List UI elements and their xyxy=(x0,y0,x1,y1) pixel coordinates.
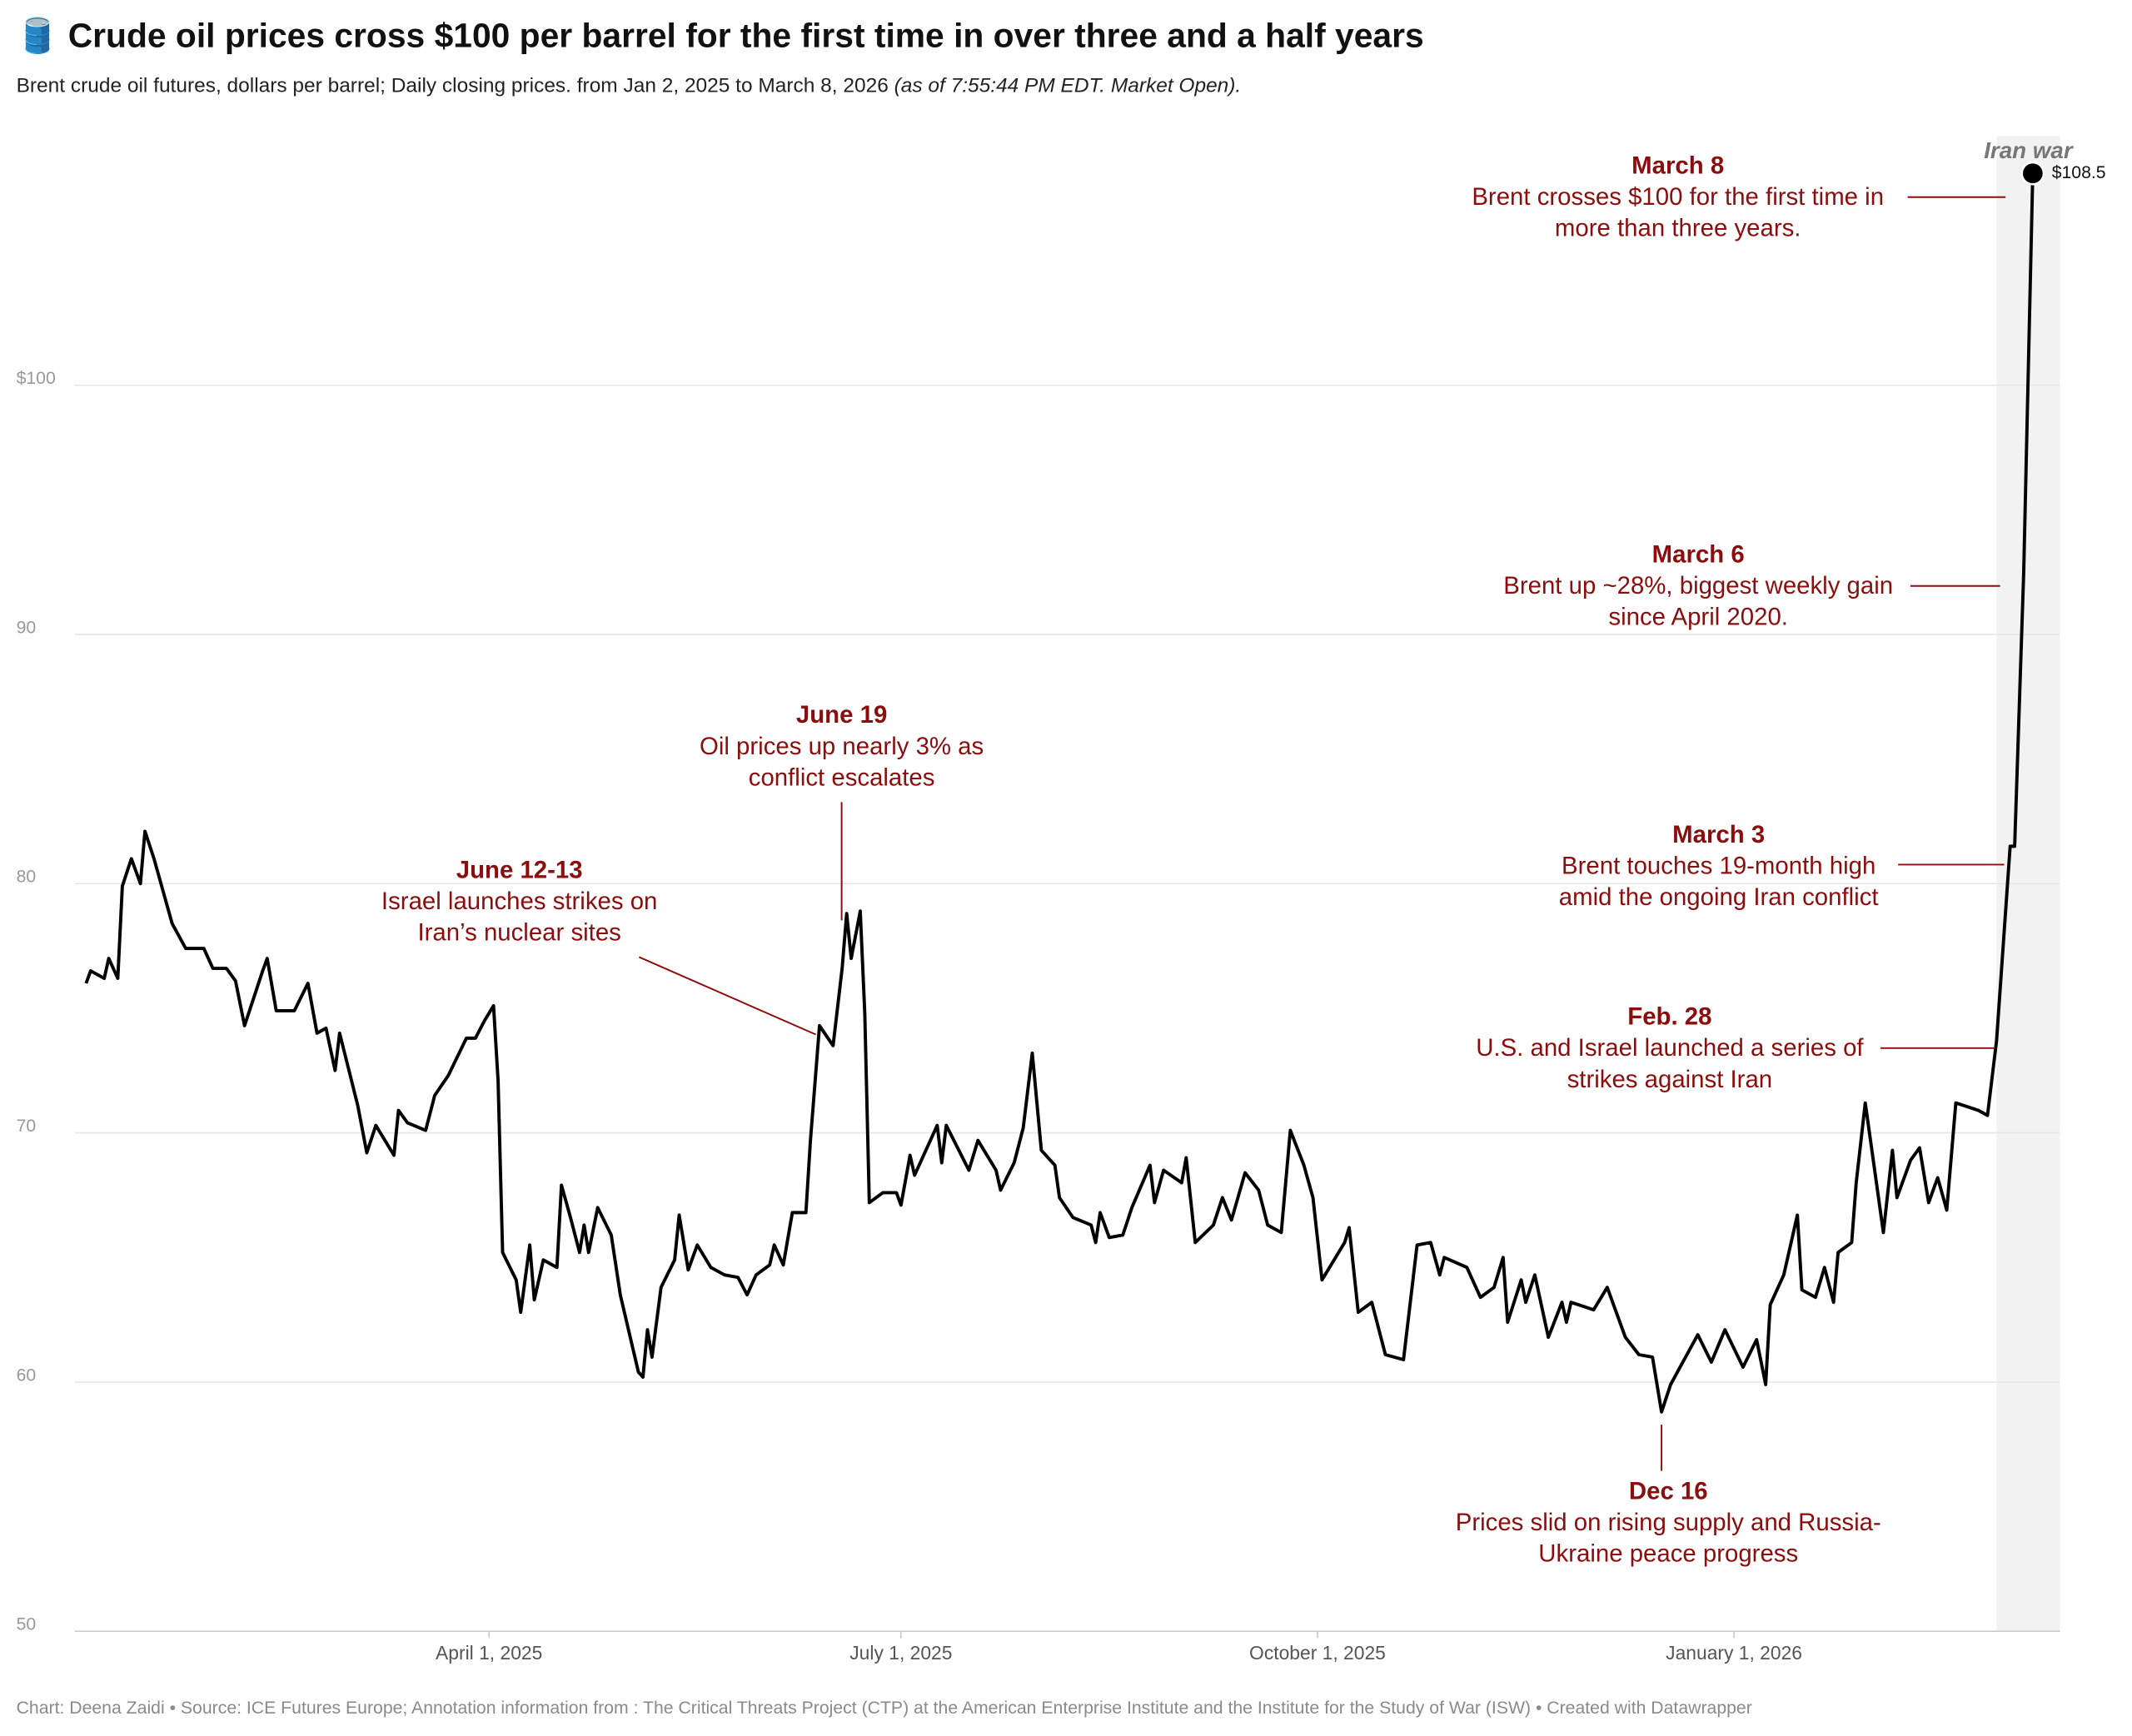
end-dot xyxy=(2020,161,2045,186)
annotation-text: Brent up ~28%, biggest weekly gain xyxy=(1503,572,1893,599)
annotation-text: amid the ongoing Iran conflict xyxy=(1559,883,1879,911)
x-tick-label: October 1, 2025 xyxy=(1249,1642,1386,1664)
annotation-title: March 3 xyxy=(1672,821,1765,848)
annotation-title: March 8 xyxy=(1631,152,1724,180)
y-tick-label: $100 xyxy=(17,369,56,388)
annotation-text: strikes against Iran xyxy=(1567,1066,1773,1093)
annotation-text: since April 2020. xyxy=(1608,604,1788,631)
annotation-title: Feb. 28 xyxy=(1627,1003,1711,1031)
annotation-title: June 12-13 xyxy=(456,856,583,883)
y-tick-label: 60 xyxy=(17,1365,37,1385)
annotations: March 8 Brent crosses $100 for the first … xyxy=(381,152,2006,1568)
price-line xyxy=(84,173,2035,1414)
annotation-text: Prices slid on rising supply and Russia- xyxy=(1456,1509,1881,1536)
y-tick-label: 90 xyxy=(17,618,37,637)
annotation-text: conflict escalates xyxy=(749,764,935,791)
annotation-text: more than three years. xyxy=(1555,215,1801,242)
annotation-title: June 19 xyxy=(796,701,887,729)
chart-title: 🛢️ Crude oil prices cross $100 per barre… xyxy=(17,17,1424,55)
annotation-title: March 6 xyxy=(1652,541,1745,569)
leader-line xyxy=(638,956,816,1036)
highlight-label: Iran war xyxy=(1984,137,2075,163)
x-tick-label: April 1, 2025 xyxy=(436,1642,542,1664)
x-tick-label: January 1, 2026 xyxy=(1666,1642,1802,1664)
annotation-text: Brent crosses $100 for the first time in xyxy=(1472,183,1884,211)
y-tick-label: 80 xyxy=(17,868,37,887)
annotation-text: Ukraine peace progress xyxy=(1538,1540,1798,1568)
annotation-text: Oil prices up nearly 3% as xyxy=(700,733,984,760)
plot: Iran war 50 60 70 80 90 $100 April 1, 2025 July … xyxy=(17,136,2106,1664)
y-tick-label: 70 xyxy=(17,1117,37,1136)
annotation-text: U.S. and Israel launched a series of xyxy=(1476,1034,1864,1062)
end-label: $108.5 xyxy=(2052,163,2106,182)
x-tick-label: July 1, 2025 xyxy=(849,1642,952,1664)
source: Chart: Deena Zaidi • Source: ICE Futures… xyxy=(17,1699,1752,1718)
annotation-text: Iran’s nuclear sites xyxy=(417,918,620,946)
annotation-text: Israel launches strikes on xyxy=(381,888,657,915)
subtitle-main: Brent crude oil futures, dollars per bar… xyxy=(17,75,889,97)
annotation-title: Dec 16 xyxy=(1629,1477,1708,1505)
subtitle-note: (as of 7:55:44 PM EDT. Market Open). xyxy=(894,75,1242,97)
annotation-text: Brent touches 19-month high xyxy=(1562,852,1875,879)
y-tick-label: 50 xyxy=(17,1615,37,1634)
subtitle: Brent crude oil futures, dollars per bar… xyxy=(17,75,1242,97)
